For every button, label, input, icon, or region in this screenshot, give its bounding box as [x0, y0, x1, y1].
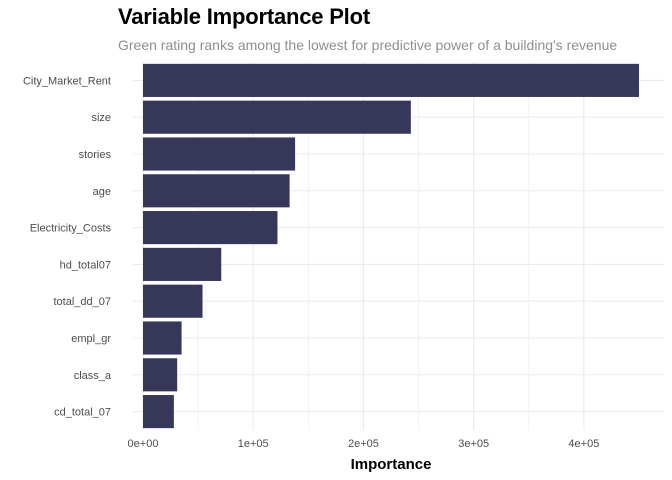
bar-stories: [143, 137, 296, 171]
y-tick-label: total_dd_07: [54, 296, 112, 308]
y-tick-label: hd_total07: [60, 259, 111, 271]
bar-total-dd-07: [143, 284, 203, 318]
y-tick-label: class_a: [74, 370, 112, 382]
y-tick-label: size: [91, 112, 111, 124]
y-tick-label: age: [93, 186, 111, 198]
y-tick-label: City_Market_Rent: [23, 75, 111, 87]
x-tick-label: 0e+00: [128, 438, 159, 450]
bars: [143, 63, 639, 429]
x-axis-title: Importance: [351, 456, 432, 473]
y-tick-label: empl_gr: [71, 333, 111, 345]
bar-city-market-rent: [143, 63, 639, 97]
chart-subtitle: Green rating ranks among the lowest for …: [118, 37, 618, 53]
y-tick-label: cd_total_07: [54, 407, 111, 419]
bar-size: [143, 100, 411, 134]
x-tick-label: 1e+05: [238, 438, 269, 450]
bar-age: [143, 174, 290, 208]
bar-electricity-costs: [143, 211, 278, 245]
bar-hd-total07: [143, 247, 222, 281]
bar-cd-total-07: [143, 395, 174, 429]
x-tick-label: 2e+05: [348, 438, 379, 450]
x-tick-label: 4e+05: [568, 438, 599, 450]
bar-class-a: [143, 358, 178, 392]
y-tick-label: stories: [79, 149, 112, 161]
x-tick-label: 3e+05: [458, 438, 489, 450]
chart-title: Variable Importance Plot: [118, 4, 370, 29]
x-tick-labels: 0e+00 1e+05 2e+05 3e+05 4e+05: [128, 438, 600, 450]
y-tick-label: Electricity_Costs: [30, 223, 112, 235]
bar-empl-gr: [143, 321, 182, 355]
